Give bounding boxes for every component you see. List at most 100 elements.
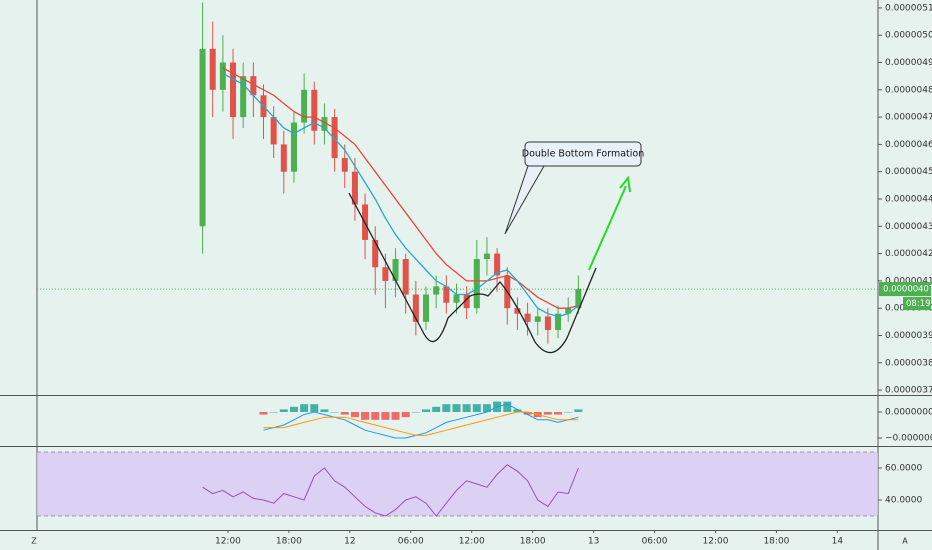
x-tick-label: 13	[588, 537, 599, 547]
histogram-bar	[361, 411, 370, 420]
candle-body	[524, 313, 531, 322]
candle-body	[402, 259, 409, 295]
rsi-line	[202, 464, 579, 517]
candle-body	[250, 76, 257, 96]
candle-body	[555, 313, 562, 331]
last-price-box	[879, 282, 931, 297]
candle-body	[443, 286, 450, 303]
candle-body	[494, 253, 501, 276]
y-tick-label: 40.0000	[885, 495, 922, 505]
x-tick-label: 06:00	[642, 537, 668, 547]
countdown: 08:19	[906, 299, 931, 309]
candle-body	[565, 308, 572, 314]
candle-body	[544, 316, 551, 331]
histogram-bar	[543, 411, 552, 415]
x-tick-label: 18:00	[276, 537, 302, 547]
candle-body	[382, 267, 389, 281]
last-price-label: 0.00000407	[883, 285, 932, 295]
arrow-head	[619, 175, 631, 193]
y-tick-label: −0.00000010	[885, 433, 932, 443]
histogram-bar	[411, 411, 420, 413]
x-tick-label: 06:00	[398, 537, 424, 547]
corner-label: Z	[31, 537, 37, 546]
histogram-bar	[422, 409, 431, 412]
candle-body	[473, 259, 480, 309]
x-tick-label: 12:00	[703, 537, 729, 547]
x-tick-label: 12:00	[459, 537, 485, 547]
histogram-bar	[269, 411, 278, 413]
candle-body	[433, 286, 440, 295]
pattern-drawing	[348, 192, 597, 354]
histogram-bar	[300, 404, 309, 412]
histogram-bar	[391, 411, 400, 420]
candle-body	[351, 171, 358, 205]
histogram-bar	[442, 404, 451, 412]
candle-body	[575, 289, 582, 309]
candle-body	[423, 294, 430, 322]
candle-body	[412, 294, 419, 322]
x-tick-label: 18:00	[763, 537, 789, 547]
histogram-bar	[432, 406, 441, 412]
histogram-bar	[503, 401, 512, 412]
projection-arrow	[588, 185, 627, 271]
histogram-bar	[289, 406, 298, 412]
x-tick-label: 12	[344, 537, 355, 547]
histogram-bar	[462, 404, 471, 412]
histogram-bar	[513, 409, 522, 412]
histogram-bar	[554, 411, 563, 415]
candle-body	[453, 294, 460, 303]
x-tick-label: 14	[832, 537, 844, 547]
candle-body	[240, 76, 247, 118]
macd-line	[263, 411, 579, 436]
x-tick-label: 12:00	[215, 537, 241, 547]
histogram-bar	[330, 411, 339, 413]
corner-label: A	[902, 537, 908, 546]
histogram-bar	[279, 409, 288, 412]
histogram-bar	[523, 411, 532, 415]
histogram-bar	[259, 411, 268, 415]
y-tick-label: 60.0000	[885, 463, 922, 473]
candle-body	[534, 316, 541, 322]
callout-box	[524, 141, 642, 167]
candle-body	[280, 144, 287, 172]
candle-body	[483, 253, 490, 260]
histogram-bar	[574, 409, 583, 412]
candle-body	[311, 89, 318, 131]
candle-body	[270, 117, 277, 145]
moving-average	[222, 72, 579, 318]
candle-body	[341, 158, 348, 172]
histogram-bar	[452, 404, 461, 412]
candle-body	[372, 239, 379, 268]
candle-body	[514, 308, 521, 314]
annotation: Double Bottom Formation	[522, 149, 645, 160]
histogram-bar	[310, 404, 319, 412]
histogram-bar	[340, 411, 349, 415]
histogram-bar	[482, 404, 491, 412]
candle-body	[219, 62, 226, 90]
histogram-bar	[401, 411, 410, 418]
candle-body	[301, 89, 308, 123]
rsi-band	[37, 451, 878, 516]
countdown-box	[903, 297, 931, 311]
candle-body	[209, 48, 216, 90]
plot-layer: 12:00 18:00 12 06:00 12:00 18:00 13 06:00 12:00 1…	[37, 2, 932, 547]
histogram-bar	[472, 404, 481, 412]
histogram-bar	[371, 411, 380, 420]
histogram-bar	[350, 411, 359, 418]
histogram-bar	[381, 411, 390, 420]
histogram-bar	[564, 411, 573, 413]
candle-body	[199, 48, 206, 227]
